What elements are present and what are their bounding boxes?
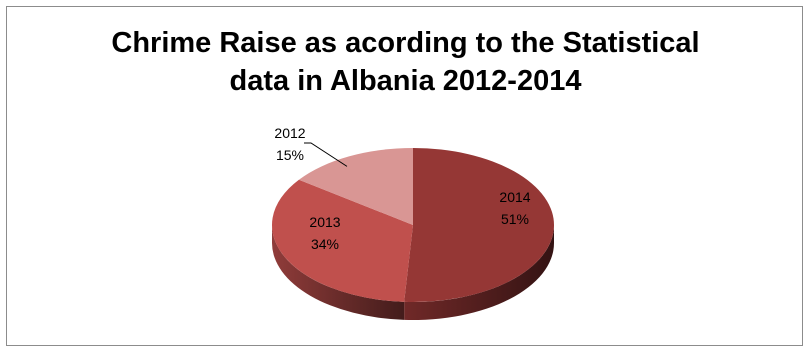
pie-slice-2013 [271,179,413,302]
data-label-category-2012: 2012 [274,125,305,141]
chart-title-line-2: data in Albania 2012-2014 [229,65,582,97]
chart-title: Chrime Raise as acording to the Statisti… [0,24,811,100]
pie-side-2013 [272,225,405,320]
leader-line-2012 [304,142,348,167]
pie-side-2014 [404,225,554,320]
data-label-category-2013: 2013 [309,214,340,230]
pie-slice-2014 [404,148,555,302]
data-label-percent-2012: 15% [276,147,304,163]
data-label-percent-2013: 34% [311,236,339,252]
chart-title-line-1: Chrime Raise as acording to the Statisti… [111,27,700,59]
data-label-percent-2014: 51% [501,211,529,227]
data-label-category-2014: 2014 [499,189,530,205]
pie-slice-2012 [298,148,413,225]
